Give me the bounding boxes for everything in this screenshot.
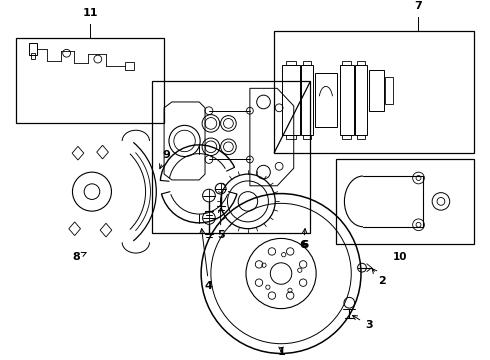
Bar [30, 53, 35, 59]
Bar [336, 158, 474, 244]
Bar [369, 70, 384, 111]
Bar [152, 81, 310, 233]
Text: 3: 3 [353, 315, 372, 330]
Text: 6: 6 [299, 229, 307, 251]
Text: 9: 9 [160, 150, 170, 168]
Bar [282, 65, 299, 135]
Text: 2: 2 [372, 269, 386, 286]
Bar [300, 65, 313, 135]
Bar [340, 65, 354, 135]
Bar [385, 77, 393, 104]
Text: 5: 5 [217, 208, 224, 240]
Bar [355, 65, 367, 135]
Text: 10: 10 [393, 252, 407, 262]
Bar [315, 73, 337, 127]
Bar [343, 135, 351, 139]
Bar [286, 61, 296, 65]
Bar [343, 61, 351, 65]
Bar [125, 62, 134, 70]
Bar [303, 61, 311, 65]
Text: 7: 7 [414, 1, 422, 11]
Bar [303, 135, 311, 139]
Bar [358, 61, 365, 65]
Bar [358, 135, 365, 139]
Bar [274, 31, 474, 153]
Bar [28, 42, 37, 55]
Bar [286, 135, 296, 139]
Text: 1: 1 [277, 347, 285, 356]
Text: 11: 11 [82, 8, 98, 18]
Text: 6: 6 [302, 240, 309, 251]
Text: 4: 4 [200, 229, 213, 291]
Bar [16, 38, 164, 123]
Text: 8: 8 [73, 252, 86, 262]
